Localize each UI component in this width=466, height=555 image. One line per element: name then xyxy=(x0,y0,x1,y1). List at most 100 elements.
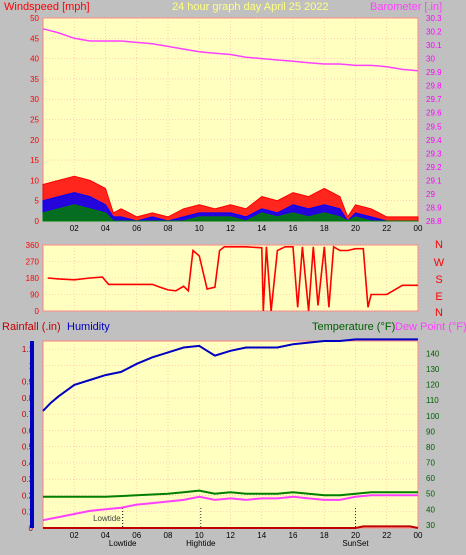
wind-series xyxy=(42,28,419,222)
time-tick-label: 10 xyxy=(195,531,204,540)
barometer-label: Barometer [.in] xyxy=(370,1,442,13)
tide-marker-label: Lowtide xyxy=(93,514,121,523)
time-tick-label: 08 xyxy=(164,224,173,233)
direction-tick-label: 90 xyxy=(30,291,39,300)
temperature-tick-label: 60 xyxy=(426,474,435,483)
wind-axes: 02 04 06 08 10 12 14 16 18 20 22 000510152025303540… xyxy=(30,14,442,233)
barometer-tick-label: 28.8 xyxy=(426,217,442,226)
windspeed-tick-label: 10 xyxy=(30,176,39,185)
rain-humidity-panel: 02 04 06 08 10 12 14 16 18 20 22 0000.10.20.30.40.5… xyxy=(22,338,440,548)
windspeed-tick-label: 35 xyxy=(30,75,39,84)
time-tick-label: 06 xyxy=(132,531,141,540)
compass-label: E xyxy=(435,291,442,303)
humidity-series xyxy=(42,338,418,412)
barometer-tick-label: 29.7 xyxy=(426,95,442,104)
time-tick-label: 02 xyxy=(70,531,79,540)
time-tick-label: 14 xyxy=(257,531,266,540)
direction-grid xyxy=(43,244,419,312)
rainfall-tick-label: 0.6 xyxy=(22,426,34,435)
time-tick-label: 08 xyxy=(164,531,173,540)
dewpoint-label: Dew Point (°F) xyxy=(395,321,466,333)
windspeed-tick-label: 45 xyxy=(30,34,39,43)
windspeed-tick-label: 50 xyxy=(30,14,39,23)
compass-label: S xyxy=(435,274,442,286)
time-tick-label: 14 xyxy=(257,224,266,233)
time-tick-label: 22 xyxy=(382,531,391,540)
time-tick-label: 18 xyxy=(320,531,329,540)
direction-series xyxy=(47,245,418,312)
windspeed-tick-label: 5 xyxy=(35,197,40,206)
barometer-tick-label: 29.3 xyxy=(426,149,442,158)
time-tick-label: 02 xyxy=(70,224,79,233)
rainfall-tick-label: 0.3 xyxy=(22,475,34,484)
rainfall-tick-label: 0.9 xyxy=(22,378,34,387)
time-tick-label: 18 xyxy=(320,224,329,233)
barometer-tick-label: 30.3 xyxy=(426,14,442,23)
barometer-tick-label: 30.1 xyxy=(426,41,442,50)
barometer-tick-label: 29.6 xyxy=(426,109,442,118)
rainfall-label: Rainfall (.in) xyxy=(2,321,61,333)
windspeed-tick-label: 20 xyxy=(30,136,39,145)
barometer-tick-label: 28.9 xyxy=(426,203,442,212)
time-tick-label: 16 xyxy=(289,224,298,233)
tide-marker-label: Hightide xyxy=(186,539,216,548)
barometer-tick-label: 30 xyxy=(426,55,435,64)
time-tick-label: 06 xyxy=(132,224,141,233)
humidity-axes: 02 04 06 08 10 12 14 16 18 20 22 0000.10.20.30.40.5… xyxy=(22,341,440,548)
barometer-tick-label: 29.9 xyxy=(426,68,442,77)
rainfall-tick-label: 0.2 xyxy=(22,491,34,500)
windspeed-tick-label: 0 xyxy=(35,217,40,226)
rainfall-tick-label: 1.1 xyxy=(22,345,34,354)
temperature-tick-label: 80 xyxy=(426,443,435,452)
compass-label: N xyxy=(435,307,443,319)
time-tick-label: 12 xyxy=(226,224,235,233)
temperature-tick-label: 30 xyxy=(426,521,435,530)
temperature-tick-label: 90 xyxy=(426,427,435,436)
compass-label: W xyxy=(434,257,445,269)
time-tick-label: 20 xyxy=(351,531,360,540)
time-tick-label: 10 xyxy=(195,224,204,233)
humidity-series xyxy=(42,338,419,529)
barometer-tick-label: 29 xyxy=(426,190,435,199)
direction-tick-label: 360 xyxy=(26,241,40,250)
barometer-series xyxy=(42,28,419,72)
graph-title: 24 hour graph day April 25 2022 xyxy=(172,1,329,13)
rainfall-tick-label: 0.1 xyxy=(22,508,34,517)
windspeed-tick-label: 40 xyxy=(30,55,39,64)
barometer-tick-label: 29.2 xyxy=(426,163,442,172)
time-tick-label: 22 xyxy=(382,224,391,233)
temperature-tick-label: 70 xyxy=(426,459,435,468)
windspeed-tick-label: 15 xyxy=(30,156,39,165)
compass-label: N xyxy=(435,239,443,251)
tide-marker-label: Lowtide xyxy=(109,539,137,548)
time-tick-label: 00 xyxy=(414,531,423,540)
rainfall-tick-label: 0.7 xyxy=(22,410,34,419)
windspeed-label: Windspeed [mph] xyxy=(4,1,90,13)
temperature-tick-label: 50 xyxy=(426,490,435,499)
barometer-tick-label: 29.4 xyxy=(426,136,442,145)
time-tick-label: 04 xyxy=(101,224,110,233)
time-tick-label: 20 xyxy=(351,224,360,233)
wind-barometer-panel: 02 04 06 08 10 12 14 16 18 20 22 000510152025303540… xyxy=(30,14,442,233)
direction-tick-label: 180 xyxy=(26,274,40,283)
direction-tick-label: 0 xyxy=(35,307,40,316)
temperature-tick-label: 40 xyxy=(426,505,435,514)
time-tick-label: 12 xyxy=(226,531,235,540)
temperature-tick-label: 120 xyxy=(426,381,440,390)
temperature-tick-label: 100 xyxy=(426,412,440,421)
time-tick-label: 16 xyxy=(289,531,298,540)
humidity-scale-bar xyxy=(30,341,34,528)
barometer-tick-label: 29.8 xyxy=(426,82,442,91)
barometer-tick-label: 29.1 xyxy=(426,176,442,185)
temperature-series xyxy=(43,489,418,498)
windspeed-tick-label: 25 xyxy=(30,116,39,125)
rainfall-tick-label: 0.8 xyxy=(22,394,34,403)
windspeed-tick-label: 30 xyxy=(30,95,39,104)
rainfall-tick-label: 0.4 xyxy=(22,459,34,468)
temperature-tick-label: 140 xyxy=(426,349,440,358)
time-tick-label: 00 xyxy=(414,224,423,233)
